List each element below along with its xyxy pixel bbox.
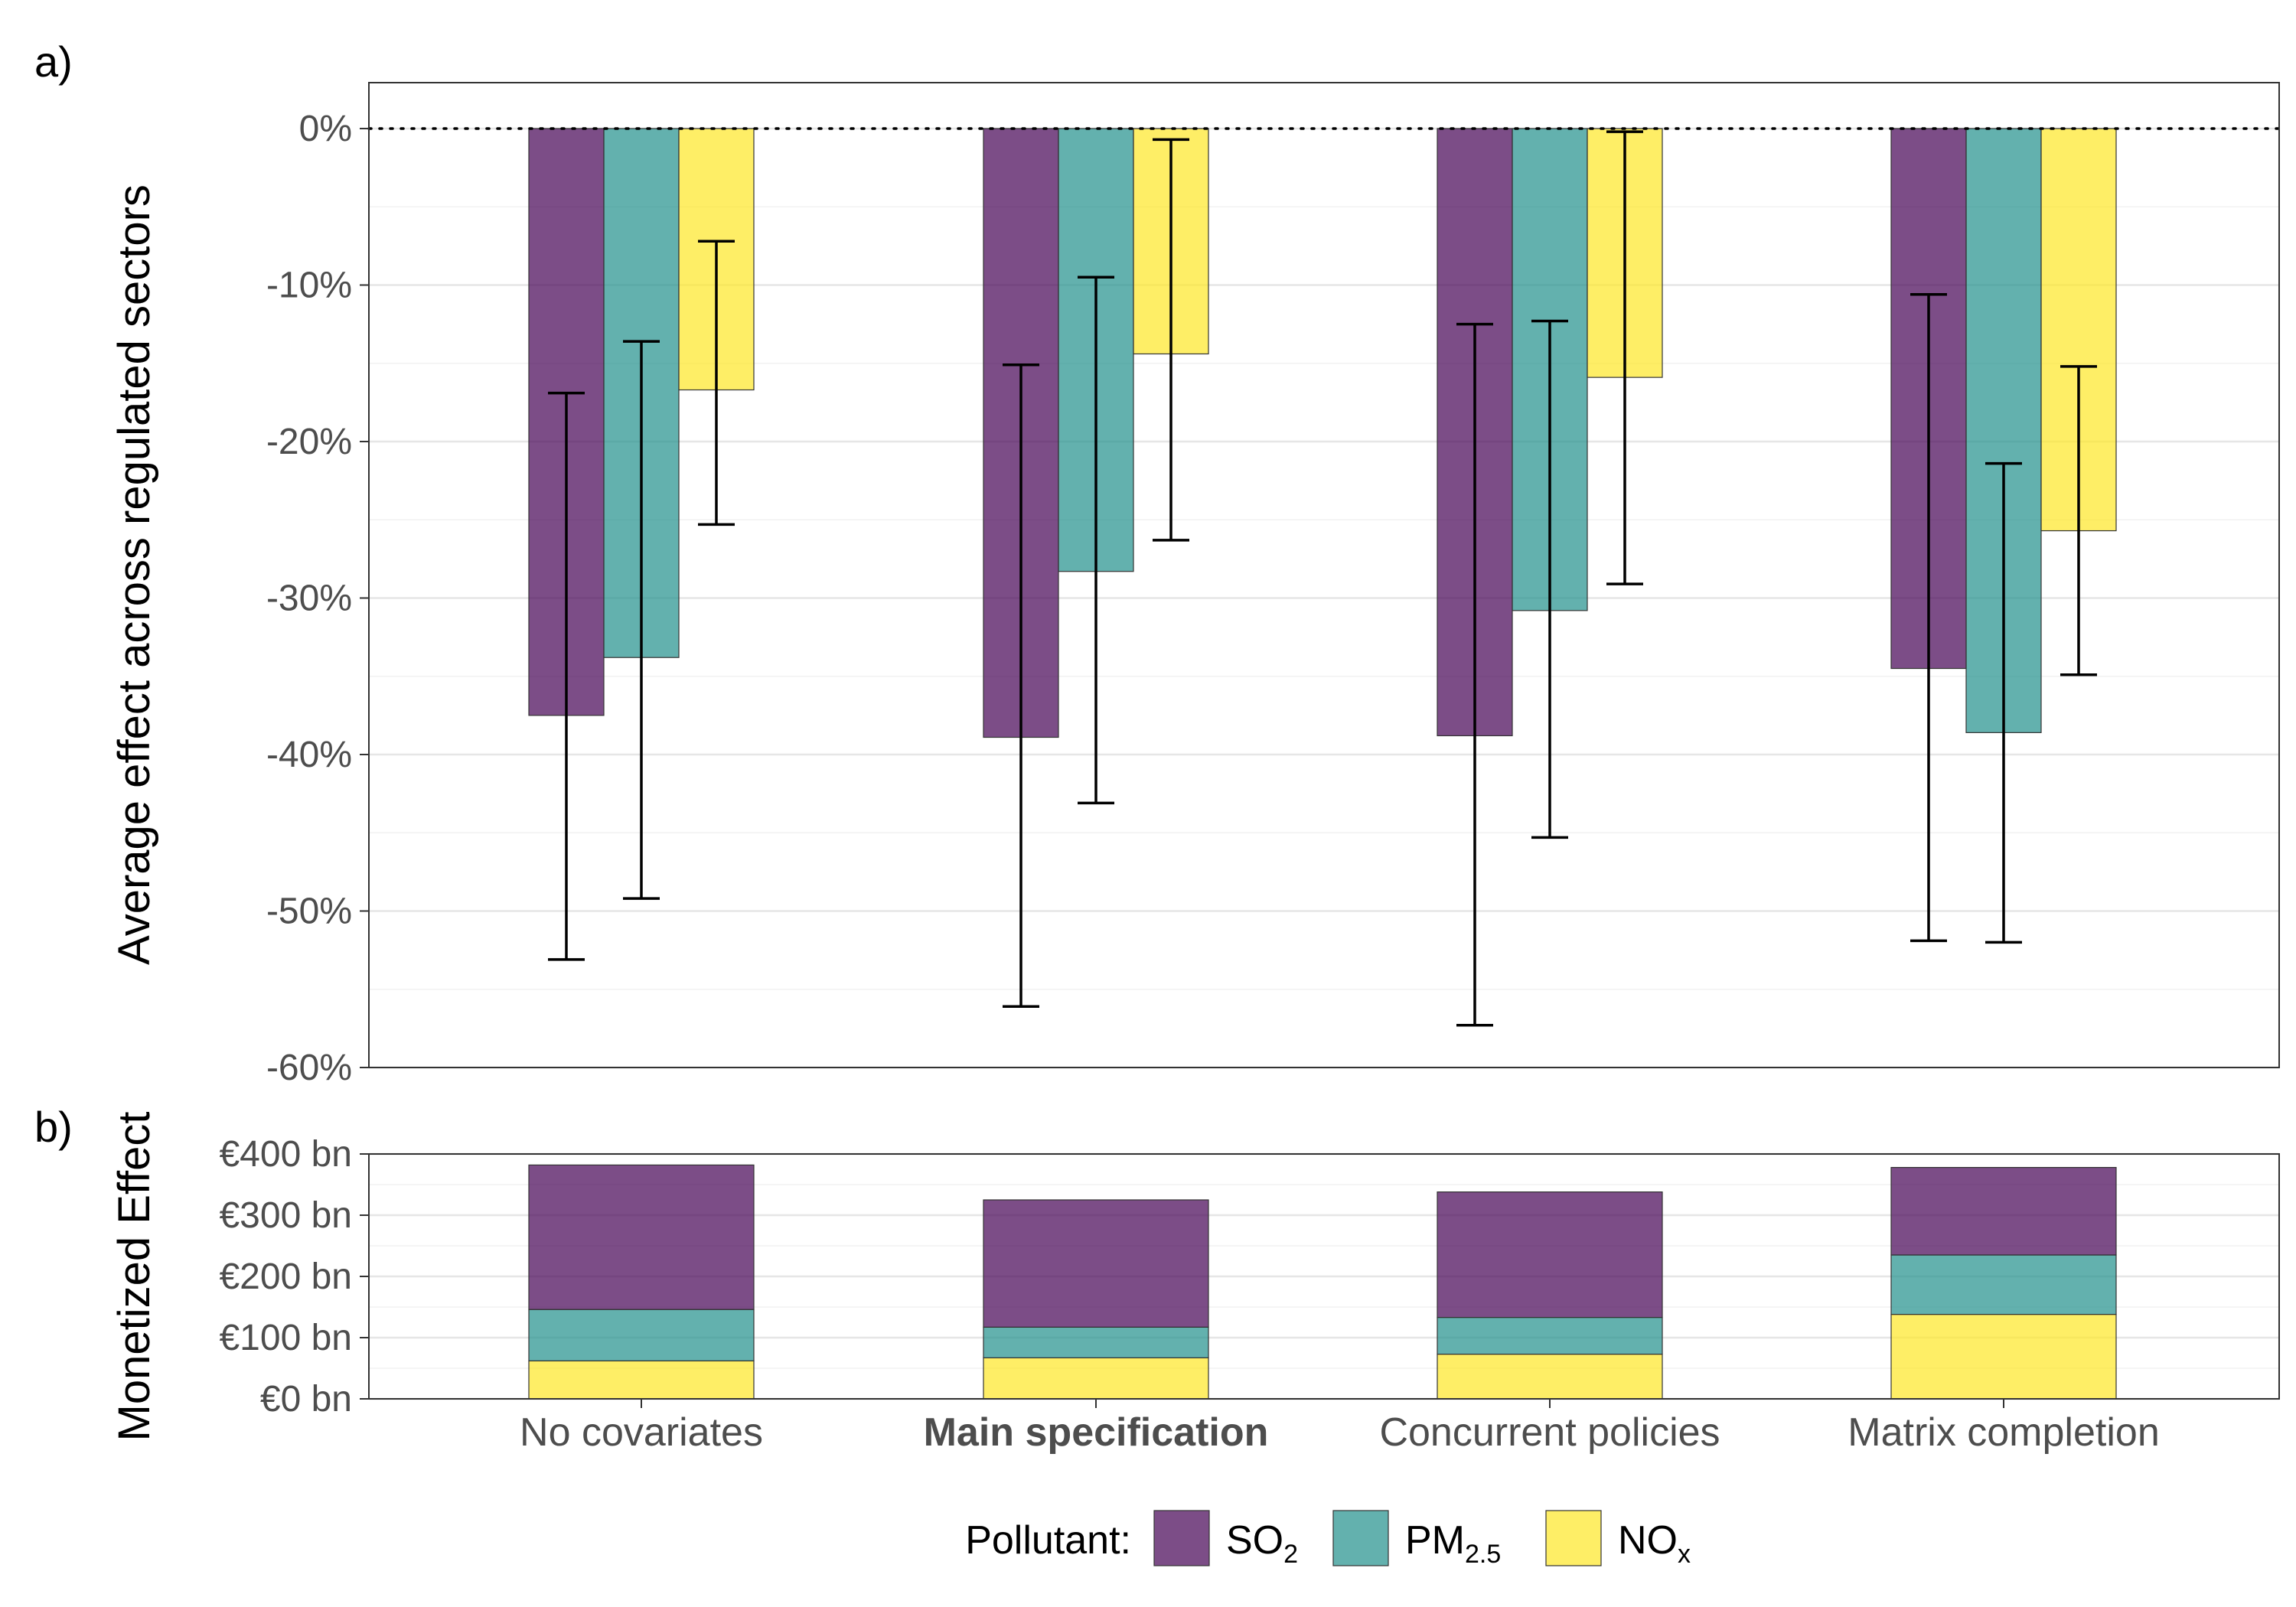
stacked-bar-pm2-5-main-specification <box>983 1326 1209 1359</box>
legend-item-nox: NOx <box>1545 1510 1691 1569</box>
error-bar-pm2-5-no-covariates <box>623 340 660 900</box>
error-bar-nox-concurrent-policies <box>1606 130 1643 585</box>
legend-key-nox <box>1545 1510 1602 1566</box>
y-tick-label: €100 bn <box>219 1318 352 1358</box>
y-tick-label: -20% <box>266 422 352 462</box>
error-bar-pm2-5-main-specification <box>1078 275 1114 805</box>
panel-b-stacked-bars <box>528 1164 2117 1400</box>
error-bar-nox-matrix-completion <box>2060 365 2097 676</box>
y-tick-label: -50% <box>266 892 352 932</box>
legend-key-so2 <box>1153 1510 1210 1566</box>
x-tick-label-no-covariates: No covariates <box>520 1410 763 1455</box>
legend-label-so2: SO2 <box>1226 1518 1298 1569</box>
x-tick-label-concurrent-policies: Concurrent policies <box>1379 1410 1720 1455</box>
panel-b-y-axis-title: Monetized Effect <box>109 1112 159 1442</box>
y-tick-label: -60% <box>266 1048 352 1088</box>
y-tick-label: €200 bn <box>219 1257 352 1297</box>
error-bar-so2-no-covariates <box>548 391 585 961</box>
y-tick-label: 0% <box>299 109 352 149</box>
legend-title: Pollutant: <box>965 1518 1131 1563</box>
error-bar-nox-main-specification <box>1153 138 1189 542</box>
y-tick-label: -40% <box>266 735 352 775</box>
legend-item-so2: SO2 <box>1153 1510 1298 1569</box>
x-tick-label-matrix-completion: Matrix completion <box>1848 1410 2159 1455</box>
y-tick-label: -10% <box>266 266 352 306</box>
stacked-bar-so2-no-covariates <box>528 1164 755 1310</box>
y-tick-label: €400 bn <box>219 1134 352 1175</box>
stacked-bar-nox-concurrent-policies <box>1437 1353 1663 1400</box>
legend-item-pm2-5: PM2.5 <box>1332 1510 1501 1569</box>
stacked-bar-pm2-5-no-covariates <box>528 1309 755 1361</box>
panel-b-label: b) <box>34 1103 73 1151</box>
error-bar-pm2-5-matrix-completion <box>1985 461 2022 944</box>
stacked-bar-so2-main-specification <box>983 1199 1209 1328</box>
panel-a-border <box>368 82 2280 1068</box>
y-tick-label: €300 bn <box>219 1195 352 1236</box>
x-axis-category-labels: No covariates Main specification Concurren… <box>520 1399 2160 1455</box>
error-bar-pm2-5-concurrent-policies <box>1531 319 1568 839</box>
panel-a-label: a) <box>34 37 73 86</box>
panel-a-error-bars <box>548 130 2097 1027</box>
error-bar-nox-no-covariates <box>698 240 735 526</box>
panel-b-y-ticks: €0 bn €100 bn €200 bn €300 bn €400 bn <box>219 1134 369 1420</box>
stacked-bar-so2-matrix-completion <box>1890 1166 2117 1256</box>
stacked-bar-nox-matrix-completion <box>1890 1313 2117 1400</box>
legend: Pollutant: SO2 PM2.5 NOx <box>965 1510 1691 1569</box>
stacked-bar-nox-main-specification <box>983 1357 1209 1400</box>
legend-key-pm2-5 <box>1332 1510 1389 1566</box>
x-tick-label-main-specification: Main specification <box>924 1410 1269 1455</box>
stacked-bar-pm2-5-matrix-completion <box>1890 1254 2117 1315</box>
legend-label-pm2-5: PM2.5 <box>1405 1518 1501 1569</box>
panel-b-monetized-chart: €0 bn €100 bn €200 bn €300 bn €400 bn Moneti… <box>109 1112 2280 1442</box>
y-tick-label: €0 bn <box>260 1379 352 1420</box>
panel-a-y-ticks: 0% -10% -20% -30% -40% -50% -60% <box>266 109 369 1088</box>
y-tick-label: -30% <box>266 579 352 619</box>
stacked-bar-so2-concurrent-policies <box>1437 1191 1663 1319</box>
stacked-bar-pm2-5-concurrent-policies <box>1437 1316 1663 1355</box>
error-bar-so2-matrix-completion <box>1910 293 1947 943</box>
panel-a-effect-chart: 0% -10% -20% -30% -40% -50% -60% Average effec… <box>109 82 2281 1088</box>
stacked-bar-nox-no-covariates <box>528 1360 755 1400</box>
error-bar-so2-concurrent-policies <box>1456 322 1493 1027</box>
error-bar-so2-main-specification <box>1003 363 1039 1008</box>
legend-label-nox: NOx <box>1618 1518 1691 1569</box>
panel-a-y-axis-title: Average effect across regulated sectors <box>109 184 159 965</box>
